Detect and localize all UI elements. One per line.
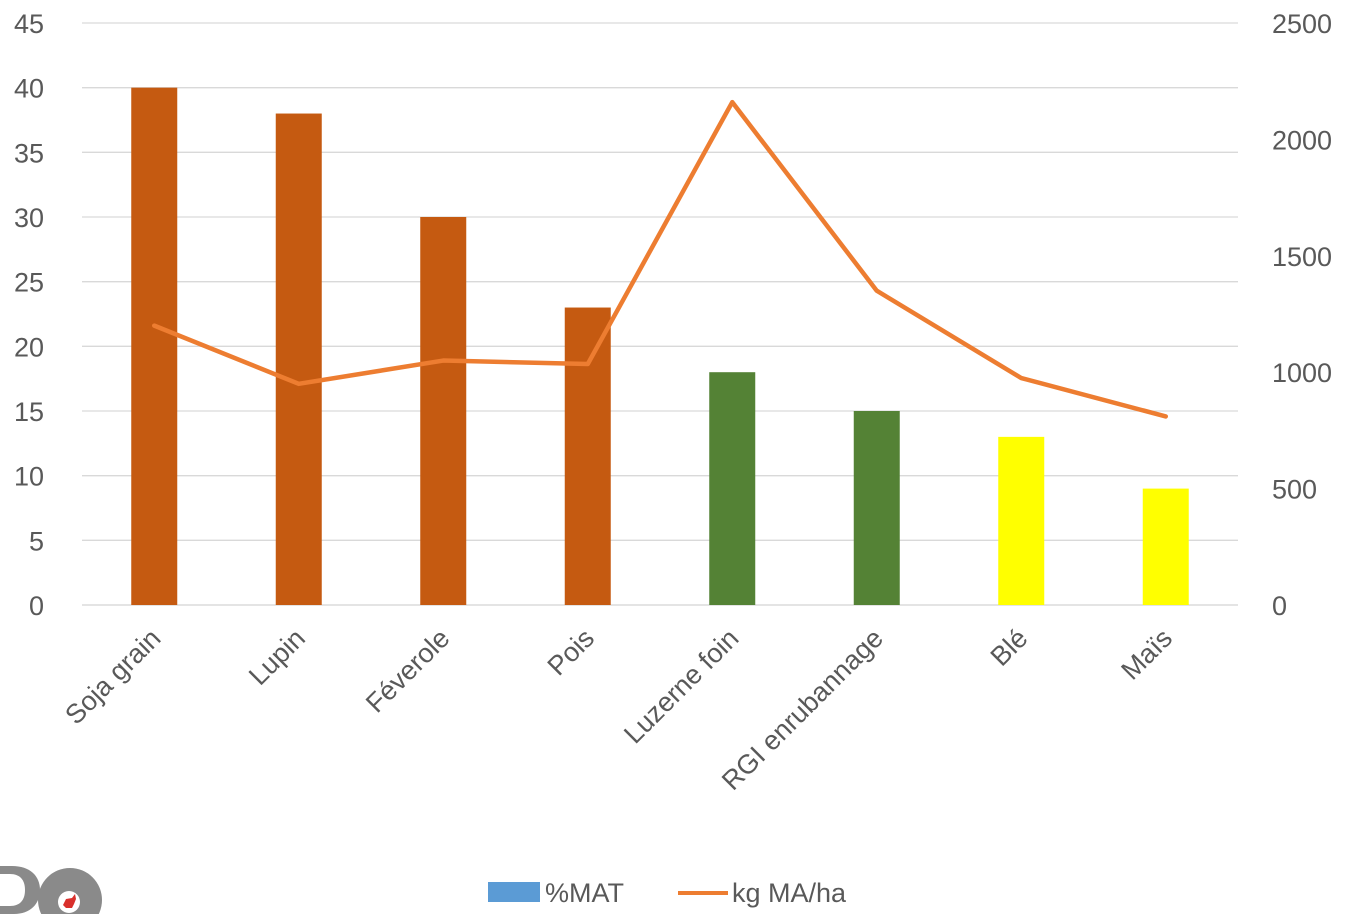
line-path — [152, 99, 1168, 419]
x-tick-label: Maïs — [1115, 623, 1178, 686]
y-right-tick-label: 0 — [1272, 591, 1287, 621]
x-axis-labels: Soja grain Lupin Féverole Pois Luzerne foinR… — [59, 623, 1178, 796]
y-left-tick-label: 5 — [29, 526, 44, 556]
legend-label-bar: %MAT — [545, 878, 624, 908]
bar — [1142, 488, 1189, 605]
goat-logo-icon — [0, 866, 102, 914]
legend-label-line: kg MA/ha — [732, 878, 847, 908]
x-tick-label: Soja grain — [59, 623, 166, 730]
gridlines — [82, 22, 1238, 606]
y-left-tick-label: 0 — [29, 591, 44, 621]
bar — [131, 87, 178, 605]
y-right-tick-label: 2500 — [1272, 9, 1332, 39]
y-left-tick-label: 30 — [14, 203, 44, 233]
legend-swatch-bar — [488, 882, 540, 902]
y-left-tick-label: 35 — [14, 138, 44, 168]
y-left-tick-label: 15 — [14, 397, 44, 427]
y-right-tick-label: 1500 — [1272, 242, 1332, 272]
bar — [420, 217, 467, 605]
x-tick-label: Luzerne foin — [618, 623, 744, 749]
bar — [709, 372, 756, 605]
line-series — [152, 99, 1168, 419]
bar — [853, 411, 900, 605]
y-right-tick-label: 2000 — [1272, 125, 1332, 155]
bar — [564, 307, 611, 605]
x-tick-label: Pois — [542, 623, 600, 681]
bar-series — [131, 87, 1189, 606]
y-right-tick-label: 500 — [1272, 475, 1317, 505]
y-axis-left: 0 5 10 15 20 25 30 35 40 45 — [14, 9, 44, 621]
x-tick-label: Féverole — [360, 623, 455, 718]
y-left-tick-label: 20 — [14, 332, 44, 362]
bar — [275, 113, 322, 606]
y-left-tick-label: 25 — [14, 268, 44, 298]
x-tick-label: RGI enrubannage — [716, 623, 889, 796]
y-left-tick-label: 40 — [14, 74, 44, 104]
bar — [998, 436, 1045, 605]
y-left-tick-label: 10 — [14, 462, 44, 492]
x-tick-label: Lupin — [243, 623, 311, 691]
y-axis-right: 0 500 1000 1500 2000 2500 — [1272, 9, 1332, 621]
y-right-tick-label: 1000 — [1272, 358, 1332, 388]
y-left-tick-label: 45 — [14, 9, 44, 39]
x-tick-label: Blé — [985, 623, 1034, 672]
legend: %MAT kg MA/ha — [488, 878, 847, 908]
